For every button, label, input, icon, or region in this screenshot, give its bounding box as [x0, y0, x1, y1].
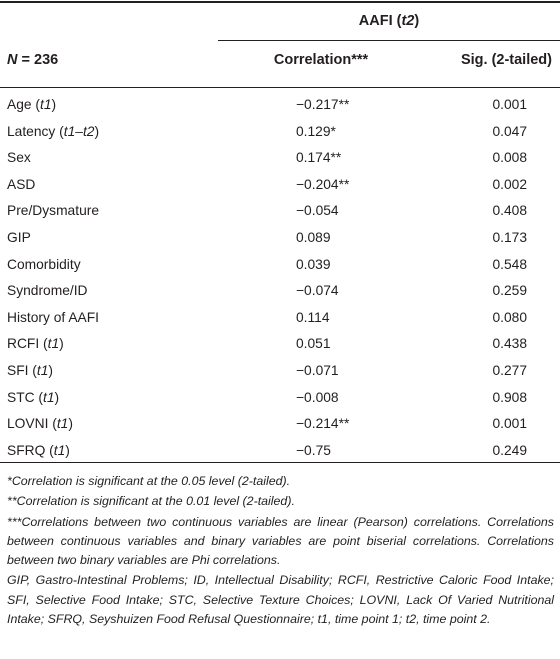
variable-label: RCFI (t1): [7, 336, 64, 352]
correlation-value: −0.071: [296, 362, 339, 378]
correlation-value: 0.039: [296, 256, 331, 272]
variable-label: Latency (t1–t2): [7, 123, 100, 139]
table-row: STC (t1) −0.008 0.908: [0, 386, 560, 413]
group-header-rule: [218, 40, 560, 41]
correlation-column-header: Correlation***: [273, 52, 369, 68]
correlation-value: −0.217**: [296, 97, 350, 112]
table-body: Age (t1) −0.217** 0.001 Latency (t1–t2) 0.12…: [0, 93, 560, 465]
significance-value: 0.047: [492, 123, 527, 139]
significance-value: 0.002: [492, 176, 527, 192]
significance-value: 0.548: [492, 256, 527, 272]
table-row: Latency (t1–t2) 0.129* 0.047: [0, 120, 560, 147]
variable-label: SFRQ (t1): [7, 442, 70, 458]
significance-value: 0.277: [492, 362, 527, 378]
variable-label: Sex: [7, 150, 31, 166]
correlation-value: 0.174**: [296, 150, 342, 166]
significance-value: 0.438: [492, 336, 527, 352]
correlation-value: −0.204**: [296, 176, 350, 192]
correlation-value: −0.008: [296, 389, 339, 405]
group-header: AAFI (t2): [358, 13, 420, 29]
variable-label: ASD: [7, 176, 36, 192]
table-footnotes: *Correlation is significant at the 0.05 …: [7, 472, 554, 630]
significance-value: 0.908: [492, 389, 527, 405]
table-row: Syndrome/ID −0.074 0.259: [0, 279, 560, 306]
variable-label: SFI (t1): [7, 362, 54, 378]
significance-value: 0.008: [492, 150, 527, 166]
significance-value: 0.173: [492, 229, 527, 245]
significance-value: 0.001: [492, 416, 527, 432]
significance-value: 0.080: [492, 309, 527, 325]
table-bottom-rule: [0, 462, 560, 463]
footnote-significance-001: **Correlation is significant at the 0.01…: [7, 494, 295, 509]
table-row: History of AAFI 0.114 0.080: [0, 306, 560, 333]
significance-column-header: Sig. (2-tailed): [460, 52, 552, 68]
footnote-significance-005: *Correlation is significant at the 0.05 …: [7, 474, 291, 488]
correlation-value: 0.089: [296, 229, 331, 245]
footnote-abbreviations: GIP, Gastro-Intestinal Problems; ID, Int…: [7, 573, 554, 627]
correlation-value: 0.129*: [296, 123, 336, 139]
footnote-correlation-types: ***Correlations between two continuous v…: [7, 514, 554, 568]
sample-size-header: N = 236: [7, 52, 59, 68]
significance-value: 0.259: [492, 283, 527, 299]
variable-label: Pre/Dysmature: [7, 203, 100, 219]
table-row: SFI (t1) −0.071 0.277: [0, 359, 560, 386]
variable-label: History of AAFI: [7, 309, 100, 325]
variable-label: LOVNI (t1): [7, 416, 73, 432]
table-row: GIP 0.089 0.173: [0, 226, 560, 253]
table-row: SFRQ (t1) −0.75 0.249: [0, 439, 560, 466]
table-row: ASD −0.204** 0.002: [0, 173, 560, 200]
table-top-rule: [0, 1, 560, 3]
correlation-value: −0.214**: [296, 416, 350, 432]
variable-label: Syndrome/ID: [7, 283, 88, 299]
variable-label: GIP: [7, 229, 31, 245]
table-row: LOVNI (t1) −0.214** 0.001: [0, 412, 560, 439]
correlation-value: −0.054: [296, 203, 339, 219]
table-row: Sex 0.174** 0.008: [0, 146, 560, 173]
header-rule: [0, 87, 560, 88]
table-row: Comorbidity 0.039 0.548: [0, 253, 560, 280]
table-row: Pre/Dysmature −0.054 0.408: [0, 199, 560, 226]
correlation-value: −0.75: [296, 442, 331, 458]
significance-value: 0.408: [492, 203, 527, 219]
variable-label: Comorbidity: [7, 256, 81, 272]
table-row: RCFI (t1) 0.051 0.438: [0, 332, 560, 359]
variable-label: Age (t1): [7, 97, 57, 112]
variable-label: STC (t1): [7, 389, 60, 405]
significance-value: 0.249: [492, 442, 527, 458]
significance-value: 0.001: [492, 97, 527, 112]
correlation-value: −0.074: [296, 283, 339, 299]
correlation-value: 0.051: [296, 336, 331, 352]
correlation-value: 0.114: [296, 309, 330, 325]
table-row: Age (t1) −0.217** 0.001: [0, 93, 560, 120]
